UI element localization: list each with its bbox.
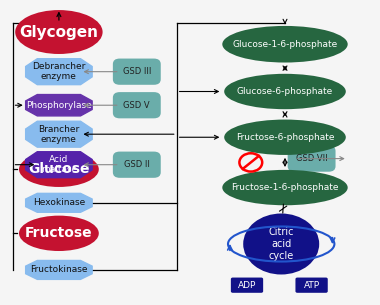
Polygon shape (26, 152, 92, 178)
Polygon shape (26, 121, 92, 147)
Text: Fructokinase: Fructokinase (30, 265, 88, 275)
FancyBboxPatch shape (296, 278, 328, 293)
Text: GSD III: GSD III (123, 67, 151, 76)
FancyBboxPatch shape (288, 145, 336, 172)
Ellipse shape (222, 26, 348, 63)
Text: Debrancher
enzyme: Debrancher enzyme (32, 62, 86, 81)
Polygon shape (26, 59, 92, 84)
Ellipse shape (224, 120, 346, 155)
Text: Fructose-6-phosphate: Fructose-6-phosphate (236, 133, 334, 142)
Text: Glucose: Glucose (28, 162, 90, 176)
FancyBboxPatch shape (231, 278, 263, 293)
Text: Glucose-1-6-phosphate: Glucose-1-6-phosphate (233, 40, 337, 49)
FancyBboxPatch shape (113, 59, 161, 85)
Text: GSD V: GSD V (124, 101, 150, 110)
Text: ATP: ATP (304, 281, 320, 290)
Text: Fructose: Fructose (25, 226, 93, 240)
Text: Phosphorylase: Phosphorylase (26, 101, 92, 110)
Ellipse shape (222, 170, 348, 205)
Polygon shape (26, 193, 92, 212)
Text: GSD VII: GSD VII (296, 154, 328, 163)
Polygon shape (26, 260, 92, 279)
Text: Hexokinase: Hexokinase (33, 198, 85, 207)
Text: Brancher
enzyme: Brancher enzyme (38, 124, 79, 144)
Ellipse shape (19, 216, 99, 251)
Ellipse shape (224, 74, 346, 109)
Text: ADP: ADP (238, 281, 256, 290)
Text: Glycogen: Glycogen (19, 24, 98, 40)
Circle shape (243, 214, 319, 274)
Text: Citric
acid
cycle: Citric acid cycle (268, 228, 294, 260)
FancyBboxPatch shape (113, 152, 161, 178)
Text: Acid
maltase: Acid maltase (41, 155, 77, 174)
Text: GSD II: GSD II (124, 160, 150, 169)
Ellipse shape (15, 10, 103, 54)
Text: Glucose-6-phosphate: Glucose-6-phosphate (237, 87, 333, 96)
Ellipse shape (19, 152, 99, 187)
Text: Fructose-1-6-phosphate: Fructose-1-6-phosphate (231, 183, 339, 192)
Polygon shape (26, 95, 92, 116)
FancyBboxPatch shape (113, 92, 161, 118)
